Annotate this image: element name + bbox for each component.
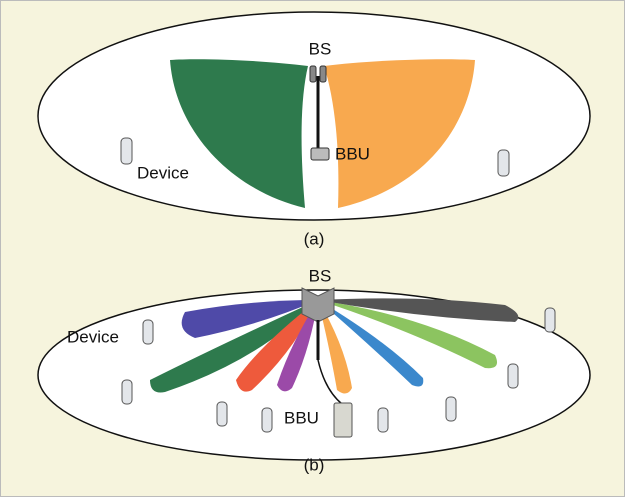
beam	[318, 300, 352, 394]
cable	[317, 359, 343, 405]
bbu-box	[310, 147, 330, 161]
beam	[170, 59, 308, 208]
bbu-label: BBU	[284, 408, 319, 427]
antenna	[309, 65, 317, 83]
device	[507, 363, 519, 389]
bs-label: BS	[309, 266, 332, 285]
device	[377, 407, 389, 433]
device	[544, 307, 556, 333]
beam	[324, 59, 475, 208]
device	[120, 137, 133, 165]
caption: (b)	[304, 455, 325, 474]
bbu-box	[333, 402, 353, 438]
device	[216, 401, 228, 427]
bs-label: BS	[309, 39, 332, 58]
device	[121, 379, 133, 405]
device	[261, 407, 273, 433]
beam	[181, 300, 318, 338]
beam	[318, 300, 424, 387]
caption: (a)	[304, 229, 325, 248]
beam	[236, 300, 318, 392]
antenna-array	[301, 287, 335, 323]
beam	[150, 300, 318, 393]
device	[445, 396, 457, 422]
beam	[318, 300, 498, 369]
beam	[318, 298, 519, 322]
antenna	[319, 65, 327, 83]
device	[142, 319, 154, 345]
bbu-label: BBU	[335, 144, 370, 163]
device-label: Device	[67, 327, 119, 346]
beam	[277, 300, 318, 392]
device	[497, 149, 510, 177]
device-label: Device	[137, 163, 189, 182]
